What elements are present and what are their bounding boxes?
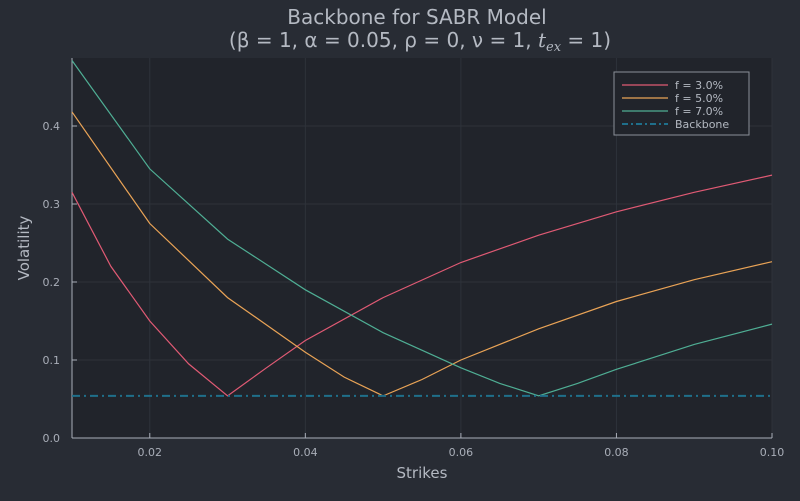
legend-label: Backbone <box>675 118 729 131</box>
chart-title: Backbone for SABR Model <box>287 5 546 29</box>
legend-label: f = 7.0% <box>675 105 723 118</box>
series-lines <box>71 60 773 397</box>
x-axis-label: Strikes <box>397 464 448 482</box>
series-line-3 <box>71 60 773 397</box>
series-line-2 <box>71 111 773 397</box>
y-tick-label: 0.3 <box>43 198 61 211</box>
legend-label: f = 3.0% <box>675 79 723 92</box>
y-axis-label: Volatility <box>15 215 33 280</box>
axes: 0.02 0.04 0.06 0.08 0.10 0.0 0.1 0.2 0.3 0.4 <box>43 58 785 459</box>
x-tick-label: 0.02 <box>138 446 163 459</box>
x-tick-label: 0.10 <box>760 446 785 459</box>
series-line-1 <box>71 174 773 397</box>
chart-subtitle: (β = 1, α = 0.05, ρ = 0, ν = 1, tex = 1) <box>229 28 611 55</box>
x-tick-label: 0.06 <box>449 446 474 459</box>
x-tick-label: 0.08 <box>604 446 629 459</box>
y-tick-label: 0.1 <box>43 354 61 367</box>
y-tick-label: 0.4 <box>43 120 61 133</box>
legend-label: f = 5.0% <box>675 92 723 105</box>
y-tick-label: 0.2 <box>43 276 61 289</box>
y-tick-label: 0.0 <box>43 432 61 445</box>
x-tick-label: 0.04 <box>293 446 318 459</box>
legend: f = 3.0%f = 5.0%f = 7.0%Backbone <box>613 71 750 136</box>
